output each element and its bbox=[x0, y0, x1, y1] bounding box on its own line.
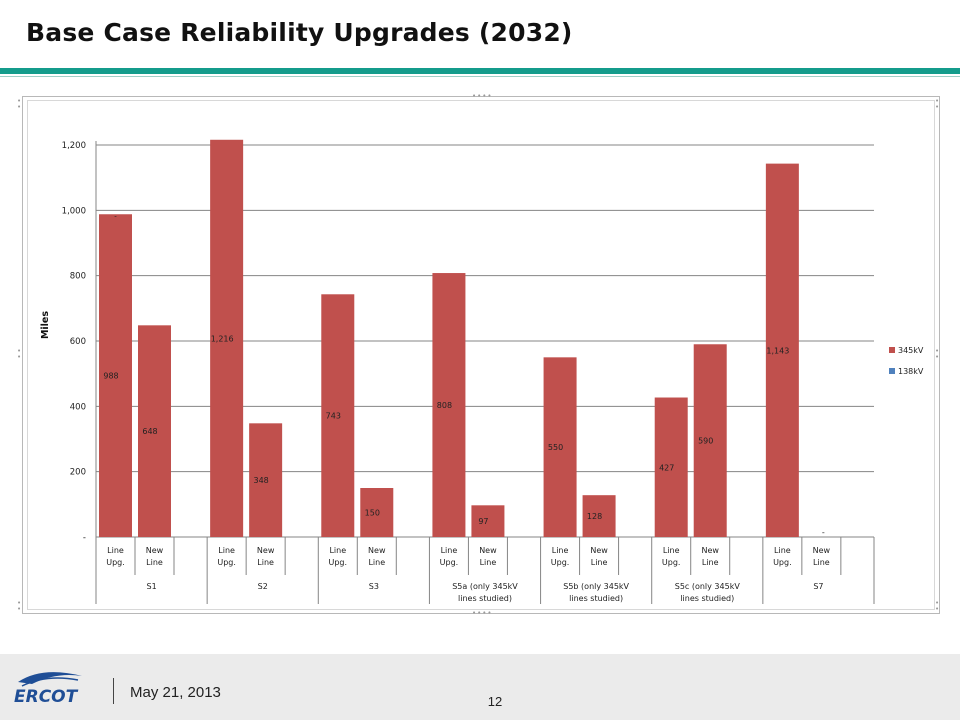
data-label-345kV-5: 150 bbox=[365, 509, 380, 518]
category-label-2-0-1: Upg. bbox=[329, 558, 348, 567]
category-label-0-1-1: Line bbox=[146, 558, 163, 567]
plot-area-frame bbox=[27, 100, 935, 610]
y-axis-title: Miles bbox=[40, 311, 51, 339]
category-label-6-1-0: New bbox=[813, 546, 831, 555]
bar-345kV-3 bbox=[249, 423, 283, 537]
bar-345kV-2 bbox=[210, 139, 244, 538]
data-label-345kV-11: 590 bbox=[698, 437, 713, 446]
resize-handle-bottom[interactable]: •••• bbox=[472, 609, 493, 617]
bar-345kV-10 bbox=[654, 397, 688, 537]
category-label-4-1-1: Line bbox=[591, 558, 608, 567]
category-label-1-0-0: Line bbox=[218, 546, 235, 555]
logo-wordmark: ERCOT bbox=[14, 687, 79, 707]
footer-separator bbox=[113, 678, 114, 704]
data-label-345kV-9: 128 bbox=[587, 512, 602, 521]
legend-swatch-0 bbox=[889, 347, 895, 353]
category-label-3-1-1: Line bbox=[480, 558, 497, 567]
data-label-345kV-3: 348 bbox=[254, 476, 269, 485]
category-label-0-1-0: New bbox=[146, 546, 164, 555]
category-label-5-1-0: New bbox=[701, 546, 719, 555]
y-tick-label-4: 800 bbox=[70, 272, 86, 282]
resize-handle-top-right[interactable]: • • bbox=[935, 97, 941, 111]
category-label-6-0-1: Upg. bbox=[773, 558, 792, 567]
legend-swatch-1 bbox=[889, 368, 895, 374]
title-accent-rule bbox=[0, 68, 960, 74]
bar-345kV-11 bbox=[693, 344, 727, 537]
category-label-3-0-1: Upg. bbox=[440, 558, 459, 567]
category-label-2-1-0: New bbox=[368, 546, 386, 555]
resize-handle-right[interactable]: • • bbox=[935, 347, 941, 361]
group-label-5-0: S5c (only 345kV bbox=[675, 582, 741, 591]
data-label-345kV-13: - bbox=[822, 528, 825, 537]
bar-345kV-0 bbox=[99, 214, 132, 537]
resize-handle-top[interactable]: •••• bbox=[472, 92, 493, 100]
data-label-345kV-7: 97 bbox=[478, 517, 488, 526]
title-accent-rule-thin bbox=[0, 76, 960, 77]
page-number: 12 bbox=[487, 694, 503, 709]
y-tick-label-0: - bbox=[83, 533, 86, 543]
data-label-345kV-10: 427 bbox=[659, 463, 674, 472]
group-label-4-0: S5b (only 345kV bbox=[563, 582, 629, 591]
category-label-6-0-0: Line bbox=[774, 546, 791, 555]
y-tick-label-6: 1,200 bbox=[62, 141, 86, 151]
category-label-0-0-0: Line bbox=[107, 546, 124, 555]
category-label-2-1-1: Line bbox=[368, 558, 385, 567]
y-tick-label-2: 400 bbox=[70, 402, 86, 412]
data-label-345kV-12: 1,143 bbox=[766, 346, 789, 355]
bar-345kV-9 bbox=[582, 495, 616, 537]
y-tick-label-5: 1,000 bbox=[62, 206, 86, 216]
ercot-logo: ERCOT bbox=[14, 672, 82, 707]
data-label-345kV-6: 808 bbox=[437, 401, 452, 410]
data-label-345kV-0: 988 bbox=[103, 372, 118, 381]
bar-345kV-5 bbox=[360, 488, 394, 537]
resize-handle-bottom-left[interactable]: • • bbox=[17, 599, 23, 613]
resize-handle-left[interactable]: • • bbox=[17, 347, 23, 361]
group-label-6-0: S7 bbox=[813, 582, 823, 591]
legend-label-0: 345kV bbox=[898, 346, 924, 355]
data-label-345kV-4: 743 bbox=[326, 412, 341, 421]
category-label-5-0-1: Upg. bbox=[662, 558, 681, 567]
category-label-4-0-1: Upg. bbox=[551, 558, 570, 567]
group-label-1-0: S2 bbox=[258, 582, 268, 591]
category-label-2-0-0: Line bbox=[329, 546, 346, 555]
data-label-345kV-8: 550 bbox=[548, 443, 563, 452]
category-label-6-1-1: Line bbox=[813, 558, 830, 567]
group-label-0-0: S1 bbox=[146, 582, 156, 591]
resize-handle-top-left[interactable]: • • bbox=[17, 97, 23, 111]
group-label-5-1: lines studied) bbox=[680, 594, 734, 603]
legend-label-1: 138kV bbox=[898, 367, 924, 376]
category-label-0-0-1: Upg. bbox=[106, 558, 125, 567]
bar-345kV-4 bbox=[321, 294, 355, 537]
y-tick-label-3: 600 bbox=[70, 337, 86, 347]
group-label-4-1: lines studied) bbox=[569, 594, 623, 603]
y-tick-label-1: 200 bbox=[70, 468, 86, 478]
category-label-3-0-0: Line bbox=[441, 546, 458, 555]
category-label-1-0-1: Upg. bbox=[217, 558, 236, 567]
data-label-138kV-0: - bbox=[114, 212, 117, 220]
group-label-3-1: lines studied) bbox=[458, 594, 512, 603]
footer-date: May 21, 2013 bbox=[130, 684, 221, 701]
bar-345kV-7 bbox=[471, 505, 505, 537]
slide-title: Base Case Reliability Upgrades (2032) bbox=[26, 18, 573, 47]
group-label-2-0: S3 bbox=[369, 582, 379, 591]
bar-345kV-1 bbox=[138, 325, 171, 537]
category-label-4-0-0: Line bbox=[552, 546, 569, 555]
category-label-1-1-1: Line bbox=[257, 558, 274, 567]
bar-345kV-8 bbox=[543, 357, 577, 537]
category-label-1-1-0: New bbox=[257, 546, 275, 555]
bar-345kV-6 bbox=[432, 273, 466, 537]
data-label-345kV-2: 1,216 bbox=[211, 334, 234, 343]
bar-345kV-12 bbox=[765, 163, 799, 537]
reliability-upgrades-bar-chart: - 200 400 600 800 1,000 1,200 Miles Line Upg. New L… bbox=[40, 139, 924, 604]
group-label-3-0: S5a (only 345kV bbox=[452, 582, 518, 591]
category-label-4-1-0: New bbox=[590, 546, 608, 555]
category-label-3-1-0: New bbox=[479, 546, 497, 555]
category-label-5-1-1: Line bbox=[702, 558, 719, 567]
category-label-5-0-0: Line bbox=[663, 546, 680, 555]
data-label-345kV-1: 648 bbox=[142, 427, 157, 436]
footer-bar bbox=[0, 654, 960, 720]
resize-handle-bottom-right[interactable]: • • bbox=[935, 599, 941, 613]
